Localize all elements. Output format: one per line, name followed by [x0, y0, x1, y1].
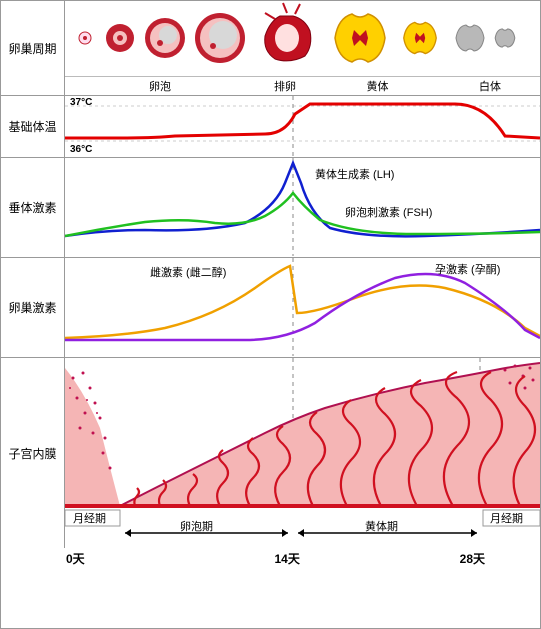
temp-label: 基础体温 — [1, 96, 65, 157]
ovarian-label: 卵巢周期 — [1, 1, 65, 95]
svg-text:36°C: 36°C — [70, 144, 92, 155]
svg-text:孕激素 (孕酮): 孕激素 (孕酮) — [435, 262, 500, 276]
svg-text:37°C: 37°C — [70, 97, 92, 108]
svg-text:黄体期: 黄体期 — [365, 519, 398, 533]
ovarian-cycle-diagram — [65, 1, 540, 76]
svg-text:月经期: 月经期 — [73, 512, 106, 525]
day-axis: 0天 14天 28天 — [1, 548, 540, 569]
svg-text:雌激素 (雌二醇): 雌激素 (雌二醇) — [150, 265, 226, 279]
day-14: 14天 — [274, 550, 299, 567]
svg-text:卵泡刺激素 (FSH): 卵泡刺激素 (FSH) — [345, 205, 432, 219]
ovhormone-chart: 雌激素 (雌二醇) 孕激素 (孕酮) — [65, 258, 540, 356]
pituitary-chart: 黄体生成素 (LH) 卵泡刺激素 (FSH) — [65, 158, 540, 256]
day-28: 28天 — [460, 550, 485, 567]
phase-albicans: 白体 — [440, 78, 540, 94]
svg-text:黄体生成素 (LH): 黄体生成素 (LH) — [315, 167, 394, 181]
svg-text:月经期: 月经期 — [490, 512, 523, 525]
endometrium-diagram: 月经期 月经期 卵泡期 黄体期 — [65, 358, 540, 546]
ovhormone-label: 卵巢激素 — [1, 258, 65, 357]
pituitary-label: 垂体激素 — [1, 158, 65, 257]
phase-ovulation: 排卵 — [255, 78, 315, 94]
phase-follicle: 卵泡 — [65, 78, 255, 94]
temp-chart: 37°C 36°C — [65, 96, 540, 156]
day-0: 0天 — [66, 550, 85, 567]
svg-text:卵泡期: 卵泡期 — [180, 519, 213, 533]
endometrium-label: 子宫内膜 — [1, 358, 65, 548]
phase-luteum: 黄体 — [315, 78, 440, 94]
